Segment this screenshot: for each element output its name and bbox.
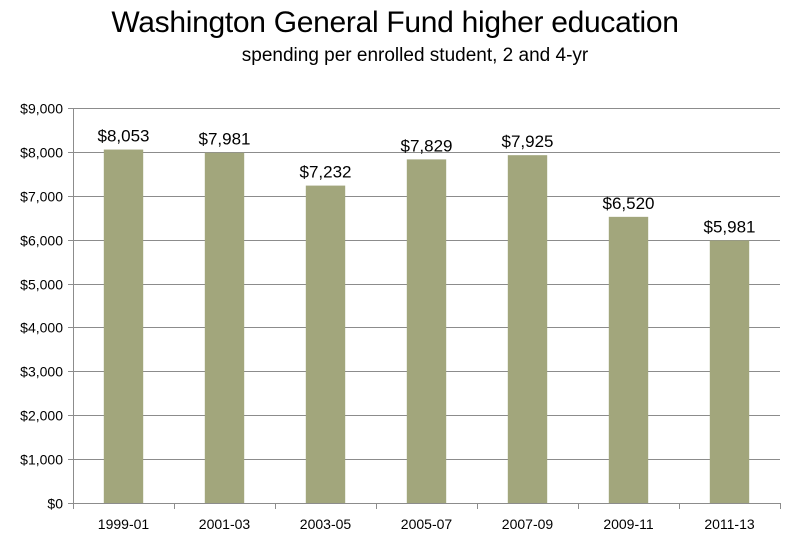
data-label: $7,829 [401, 136, 453, 155]
y-tick-label: $8,000 [20, 145, 63, 161]
x-tick-label: 2011-13 [704, 516, 755, 532]
bar [305, 185, 346, 503]
data-label: $7,981 [199, 130, 251, 149]
x-tick-label: 2001-03 [199, 516, 251, 532]
y-tick-label: $1,000 [20, 452, 63, 468]
y-tick-label: $7,000 [20, 189, 63, 205]
y-tick-label: $0 [47, 496, 63, 512]
x-tick-label: 2005-07 [401, 516, 453, 532]
bar [103, 149, 144, 503]
data-label: $5,981 [704, 218, 756, 237]
chart-title: Washington General Fund higher education [111, 6, 679, 39]
bar [204, 152, 245, 503]
chart-subtitle: spending per enrolled student, 2 and 4-y… [241, 45, 589, 66]
data-label: $8,053 [98, 127, 150, 146]
y-tick-label: $3,000 [20, 364, 63, 380]
x-tick-label: 1999-01 [98, 516, 150, 532]
bar [406, 159, 447, 503]
bar [709, 240, 750, 503]
bar [507, 155, 548, 504]
y-tick-label: $6,000 [20, 233, 63, 249]
bar [608, 216, 649, 503]
data-label: $6,520 [603, 194, 655, 213]
y-tick-label: $9,000 [20, 101, 63, 117]
y-tick-label: $2,000 [20, 408, 63, 424]
data-label: $7,925 [502, 132, 554, 151]
y-tick-label: $4,000 [20, 320, 63, 336]
data-label: $7,232 [300, 163, 352, 182]
y-tick-label: $5,000 [20, 277, 63, 293]
x-tick-label: 2003-05 [300, 516, 352, 532]
x-tick-label: 2009-11 [603, 516, 654, 532]
x-tick-label: 2007-09 [502, 516, 554, 532]
